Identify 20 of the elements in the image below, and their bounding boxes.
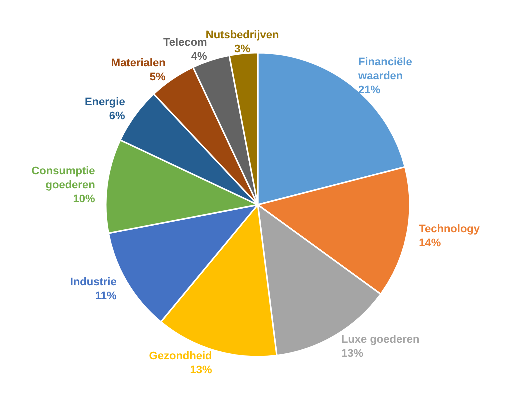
slice-label: Luxe goederen: [341, 334, 420, 346]
data-label: 4%: [191, 51, 208, 64]
data-label: 21%: [358, 84, 381, 96]
slice-label: Technology: [419, 224, 481, 236]
slice-label: Materialen: [111, 57, 166, 70]
data-label: 6%: [109, 110, 126, 123]
data-label: 5%: [150, 71, 166, 84]
slice-label: Consumptie goederen: [32, 165, 96, 192]
data-label: 10%: [73, 193, 96, 206]
data-label: 11%: [95, 290, 118, 302]
slice-label: Industrie: [70, 276, 117, 288]
data-label: 3%: [234, 44, 251, 56]
data-label: 13%: [190, 364, 212, 376]
data-label: 13%: [341, 348, 364, 360]
data-label: 14%: [419, 238, 442, 250]
slice-label: Gezondheid: [149, 350, 212, 362]
slice-label: Nutsbedrijven: [206, 30, 280, 42]
slice-label: Telecom: [164, 37, 208, 50]
slice-label: Financiële waarden: [358, 56, 412, 82]
slice-label: Energie: [84, 96, 126, 109]
